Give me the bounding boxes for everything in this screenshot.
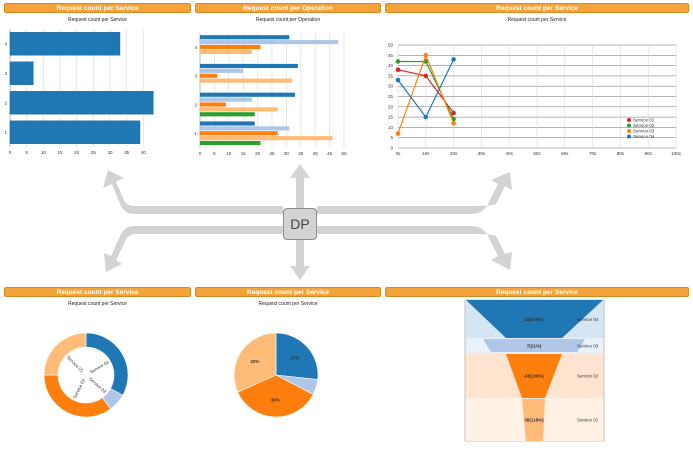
panel-6-header: Request count per Service: [385, 287, 689, 297]
dp-hub[interactable]: DP: [283, 208, 317, 240]
arrow-top-center: [290, 164, 310, 208]
panel-3-title: Request count per Service: [507, 17, 567, 23]
arrow-bottom-left: [104, 226, 283, 272]
panel-1-title: Request count per Service: [68, 17, 127, 23]
panel-2-title: Request count per Operation: [255, 17, 321, 23]
panel-5-header: Request count per Service: [195, 287, 381, 297]
arrow-group: [103, 164, 512, 280]
arrow-bottom-right: [317, 226, 512, 270]
arrow-top-left: [103, 170, 283, 214]
panel-4-header: Request count per Service: [4, 287, 191, 297]
panel-1-header: Request count per Service: [4, 3, 191, 13]
arrow-bottom-center: [290, 240, 310, 280]
arrow-top-right: [317, 172, 512, 214]
panel-3-header: Request count per Service: [385, 3, 689, 13]
panel-5-title: Request count per Service: [258, 301, 318, 307]
panel-4-title: Request count per Service: [68, 301, 127, 307]
panel-2-header: Request count per Operation: [195, 3, 381, 13]
